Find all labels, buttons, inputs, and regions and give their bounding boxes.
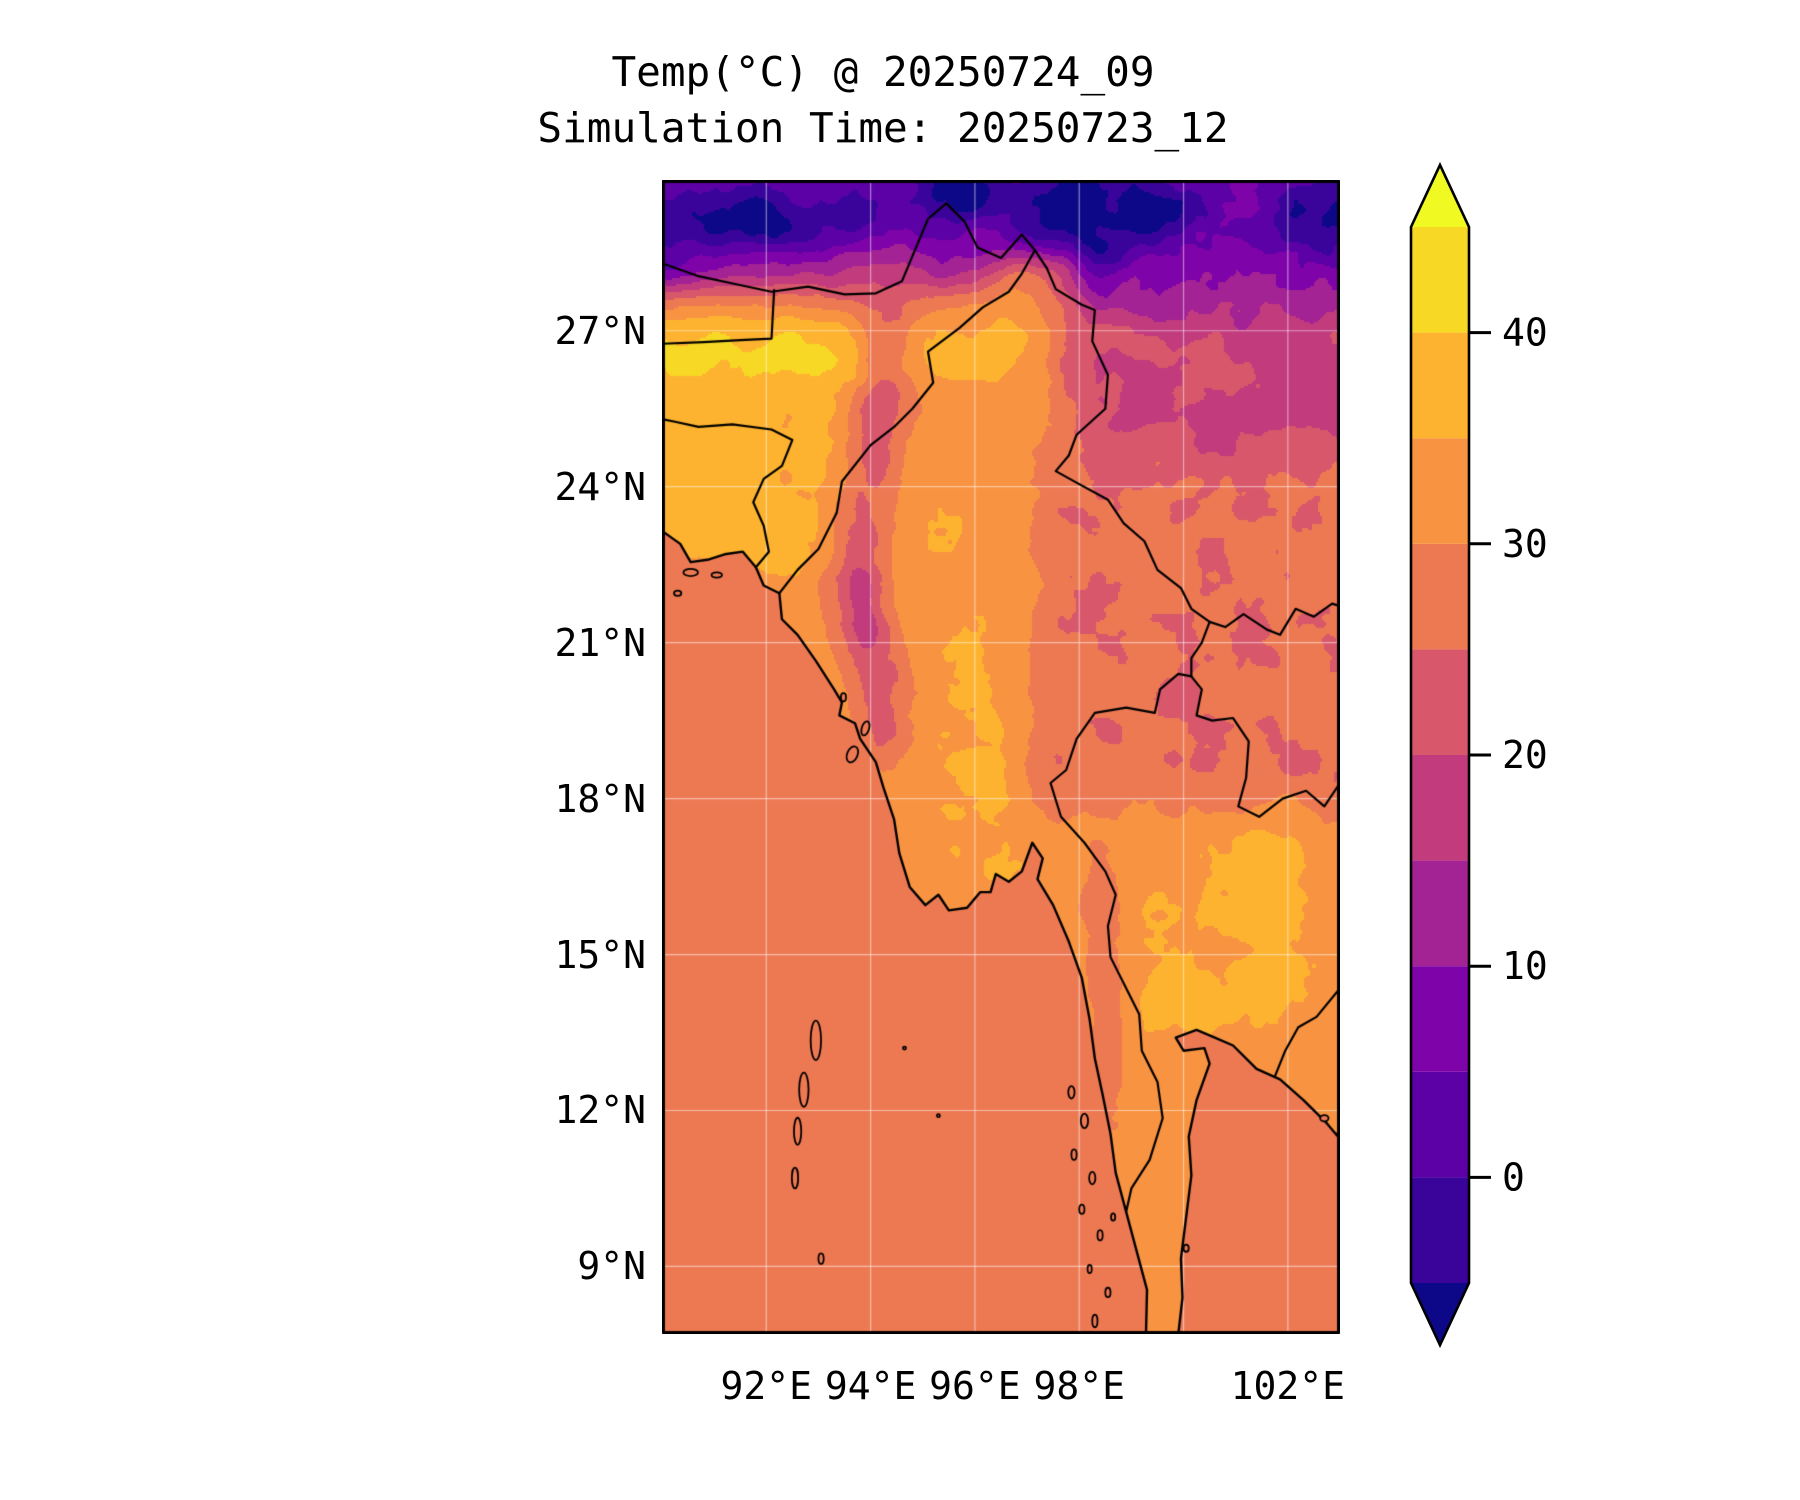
colorbar-tick-label: 30 (1502, 522, 1548, 566)
colorbar-tick-label: 20 (1502, 733, 1548, 777)
colorbar-segment (1411, 227, 1469, 333)
colorbar-segment (1411, 438, 1469, 544)
colorbar-tick-label: 0 (1502, 1155, 1525, 1199)
colorbar-tick-label: 40 (1502, 311, 1548, 355)
x-tick-label: 98°E (1033, 1364, 1125, 1408)
colorbar-segment (1411, 332, 1469, 439)
colorbar-segment (1411, 543, 1469, 650)
colorbar-segment (1411, 1071, 1469, 1178)
y-tick-label: 9°N (577, 1244, 646, 1289)
x-tick-label: 96°E (929, 1364, 1021, 1408)
temperature-contour-map (662, 180, 1340, 1334)
plot-title: Temp(°C) @ 20250724_09 (611, 48, 1155, 96)
colorbar-segment (1411, 1177, 1469, 1283)
x-tick-label: 94°E (824, 1364, 917, 1408)
colorbar-segment (1411, 860, 1469, 967)
y-tick-label: 27°N (554, 308, 646, 353)
x-tick-label: 102°E (1230, 1364, 1346, 1408)
y-tick-label: 24°N (554, 464, 646, 509)
colorbar-under-arrow (1411, 1283, 1469, 1345)
y-tick-label: 15°N (554, 932, 646, 977)
y-tick-label: 12°N (554, 1088, 646, 1133)
colorbar-tick-label: 10 (1502, 944, 1548, 988)
y-tick-label: 21°N (554, 620, 646, 665)
colorbar-segment (1411, 649, 1469, 755)
plot-subtitle: Simulation Time: 20250723_12 (537, 104, 1229, 152)
x-tick-label: 92°E (720, 1364, 813, 1408)
colorbar-segment (1411, 966, 1469, 1072)
colorbar: 0 10 20 30 40 (1409, 161, 1548, 1349)
colorbar-segment (1411, 755, 1469, 861)
y-tick-label: 18°N (554, 776, 646, 821)
colorbar-over-arrow (1411, 165, 1469, 227)
colorbar-outline (1409, 161, 1471, 1349)
